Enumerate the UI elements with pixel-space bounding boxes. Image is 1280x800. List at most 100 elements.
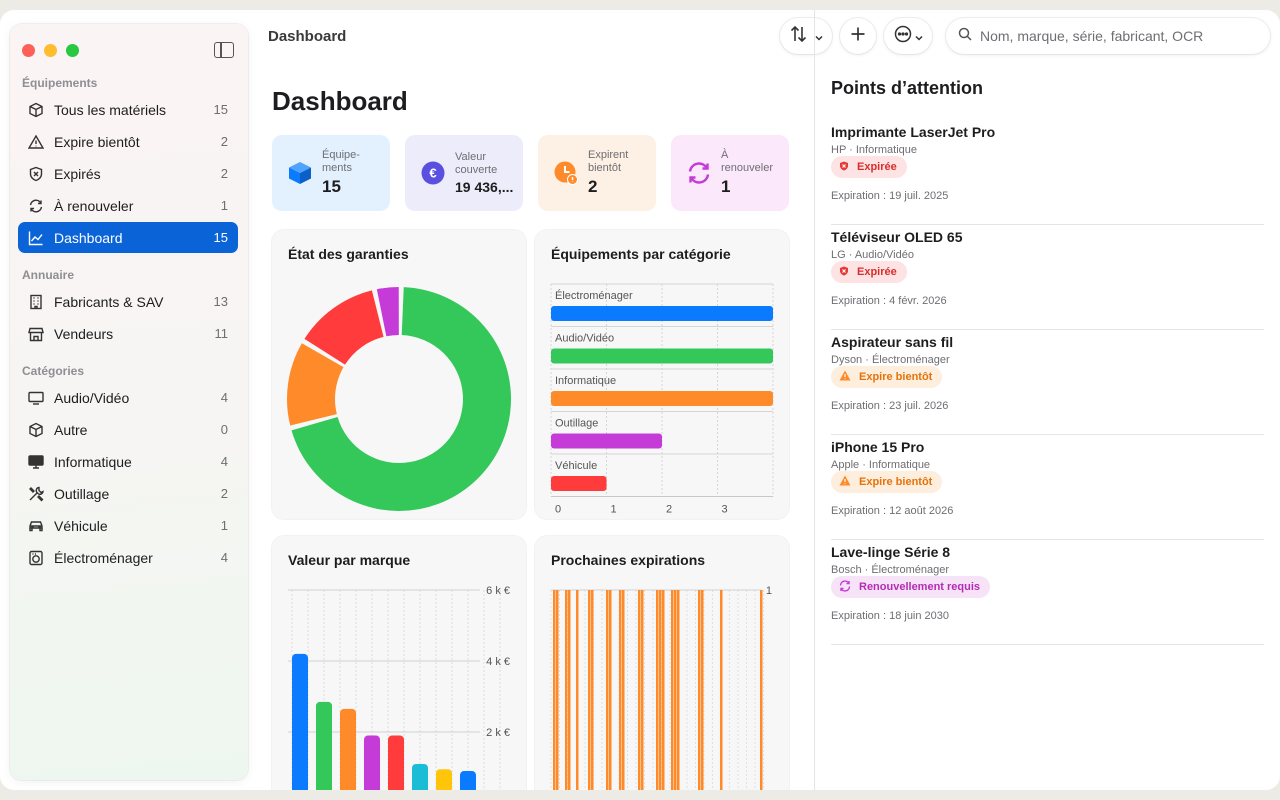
expiration-bar[interactable] — [588, 590, 591, 790]
sort-button[interactable] — [780, 18, 832, 54]
stat-card-equipements[interactable]: Équipe-ments 15 — [272, 135, 390, 211]
expiration-bar[interactable] — [760, 590, 763, 790]
expiration-bar[interactable] — [698, 590, 701, 790]
sidebar-item-count: 1 — [220, 518, 228, 533]
attention-item[interactable]: Lave-linge Série 8 Bosch · Électroménager… — [831, 540, 1264, 645]
add-button[interactable] — [840, 18, 876, 54]
expiration-bar[interactable] — [576, 590, 579, 790]
sidebar-item-expires[interactable]: Expirés 2 — [18, 158, 238, 189]
sidebar-item-fabricants-sav[interactable]: Fabricants & SAV 13 — [18, 286, 238, 317]
item-name: Aspirateur sans fil — [831, 334, 954, 350]
expiration-bar[interactable] — [677, 590, 680, 790]
expiration-bar[interactable] — [606, 590, 609, 790]
donut-slice[interactable] — [304, 290, 384, 365]
expiration-bar[interactable] — [656, 590, 659, 790]
card-by-category: Équipements par catégorie Électroménager… — [535, 230, 789, 519]
brand-bar[interactable] — [364, 735, 380, 790]
brand-bar[interactable] — [340, 708, 356, 790]
search-bar[interactable] — [946, 18, 1270, 54]
chart-line-icon — [28, 230, 44, 246]
page-title: Dashboard — [272, 86, 408, 116]
item-subtitle: Bosch · Électroménager — [831, 564, 949, 576]
donut-slice[interactable] — [376, 287, 399, 337]
sidebar-toggle-icon[interactable] — [214, 42, 234, 58]
attention-item[interactable]: Téléviseur OLED 65 LG · Audio/Vidéo Expiré… — [831, 225, 1264, 330]
attention-item[interactable]: iPhone 15 Pro Apple · Informatique Expire … — [831, 435, 1264, 540]
expiration-bar[interactable] — [671, 590, 674, 790]
sidebar-item-outillage[interactable]: Outillage 2 — [18, 478, 238, 509]
sidebar-item-vehicule[interactable]: Véhicule 1 — [18, 510, 238, 541]
sidebar-item-count: 4 — [220, 390, 228, 405]
sidebar-item-informatique[interactable]: Informatique 4 — [18, 446, 238, 477]
box-icon — [28, 422, 44, 438]
sidebar-item-count: 15 — [213, 230, 228, 245]
item-expiry: Expiration : 23 juil. 2026 — [831, 400, 949, 412]
stat-value: 2 — [588, 177, 598, 196]
building-icon — [28, 294, 44, 310]
brand-bar[interactable] — [412, 763, 428, 790]
expiration-bar[interactable] — [565, 590, 568, 790]
stat-card-expirent-bientot[interactable]: Expirent bientôt 2 — [538, 135, 656, 211]
toolbar-title: Dashboard — [268, 28, 347, 45]
stat-card-valeur-couverte[interactable]: € Valeur couverte 19 436,... — [405, 135, 523, 211]
zoom-window-button[interactable] — [66, 44, 79, 57]
expiration-bar[interactable] — [701, 590, 704, 790]
expiration-bar[interactable] — [659, 590, 662, 790]
sidebar-item-a-renouveler[interactable]: À renouveler 1 — [18, 190, 238, 221]
sidebar: Équipements Tous les matériels 15 Expire… — [10, 24, 248, 780]
donut-chart — [287, 287, 511, 511]
expiration-bar[interactable] — [720, 590, 723, 790]
attention-item[interactable]: Imprimante LaserJet Pro HP · Informatique… — [831, 120, 1264, 225]
brand-bar[interactable] — [292, 653, 308, 790]
sidebar-item-count: 15 — [213, 102, 228, 117]
expiration-bar[interactable] — [674, 590, 677, 790]
sidebar-item-tous-les-materiels[interactable]: Tous les matériels 15 — [18, 94, 238, 125]
more-actions-button[interactable] — [884, 18, 932, 54]
attention-item[interactable]: Aspirateur sans fil Dyson · Électroménage… — [831, 330, 1264, 435]
badge-label: Renouvellement requis — [859, 581, 981, 593]
stat-card-a-renouveler[interactable]: À renouveler 1 — [671, 135, 789, 211]
sidebar-item-electromenager[interactable]: Électroménager 4 — [18, 542, 238, 573]
sidebar-item-label: Véhicule — [54, 517, 108, 534]
category-bar[interactable] — [551, 433, 662, 449]
sidebar-item-label: Outillage — [54, 485, 110, 502]
donut-slice[interactable] — [287, 343, 344, 426]
stat-label: Expirent bientôt — [588, 149, 629, 174]
close-window-button[interactable] — [22, 44, 35, 57]
search-input[interactable] — [980, 28, 1250, 44]
sidebar-item-expire-bientot[interactable]: Expire bientôt 2 — [18, 126, 238, 157]
brand-bar[interactable] — [388, 735, 404, 790]
expiration-bar[interactable] — [568, 590, 571, 790]
expiration-bar[interactable] — [556, 590, 559, 790]
item-expiry: Expiration : 18 juin 2030 — [831, 610, 950, 622]
expiration-bar[interactable] — [662, 590, 665, 790]
sidebar-item-dashboard[interactable]: Dashboard 15 — [18, 222, 238, 253]
sidebar-item-audio-video[interactable]: Audio/Vidéo 4 — [18, 382, 238, 413]
category-bar[interactable] — [551, 476, 607, 491]
sidebar-item-label: À renouveler — [54, 197, 134, 214]
sidebar-item-autre[interactable]: Autre 0 — [18, 414, 238, 445]
expiration-bar[interactable] — [591, 590, 594, 790]
expiration-bar[interactable] — [609, 590, 612, 790]
sidebar-item-vendeurs[interactable]: Vendeurs 11 — [18, 318, 238, 349]
expiration-bar[interactable] — [638, 590, 641, 790]
window-controls — [22, 44, 79, 57]
stat-label: Équipe-ments — [322, 149, 360, 174]
shield-x-icon — [839, 161, 849, 174]
item-name: Téléviseur OLED 65 — [831, 229, 963, 245]
category-bar[interactable] — [551, 348, 773, 364]
expiration-bar[interactable] — [553, 590, 556, 790]
category-bar[interactable] — [551, 391, 773, 406]
minimize-window-button[interactable] — [44, 44, 57, 57]
brand-bar[interactable] — [316, 701, 332, 790]
brand-bar[interactable] — [436, 769, 452, 790]
expiration-bar[interactable] — [641, 590, 644, 790]
search-icon — [958, 27, 972, 46]
expiration-bar[interactable] — [619, 590, 622, 790]
donut-slice[interactable] — [291, 287, 511, 511]
category-bar[interactable] — [551, 306, 773, 321]
desktop-icon — [28, 454, 44, 470]
brand-bar[interactable] — [460, 771, 476, 790]
sidebar-item-label: Expire bientôt — [54, 133, 140, 150]
expiration-bar[interactable] — [622, 590, 625, 790]
